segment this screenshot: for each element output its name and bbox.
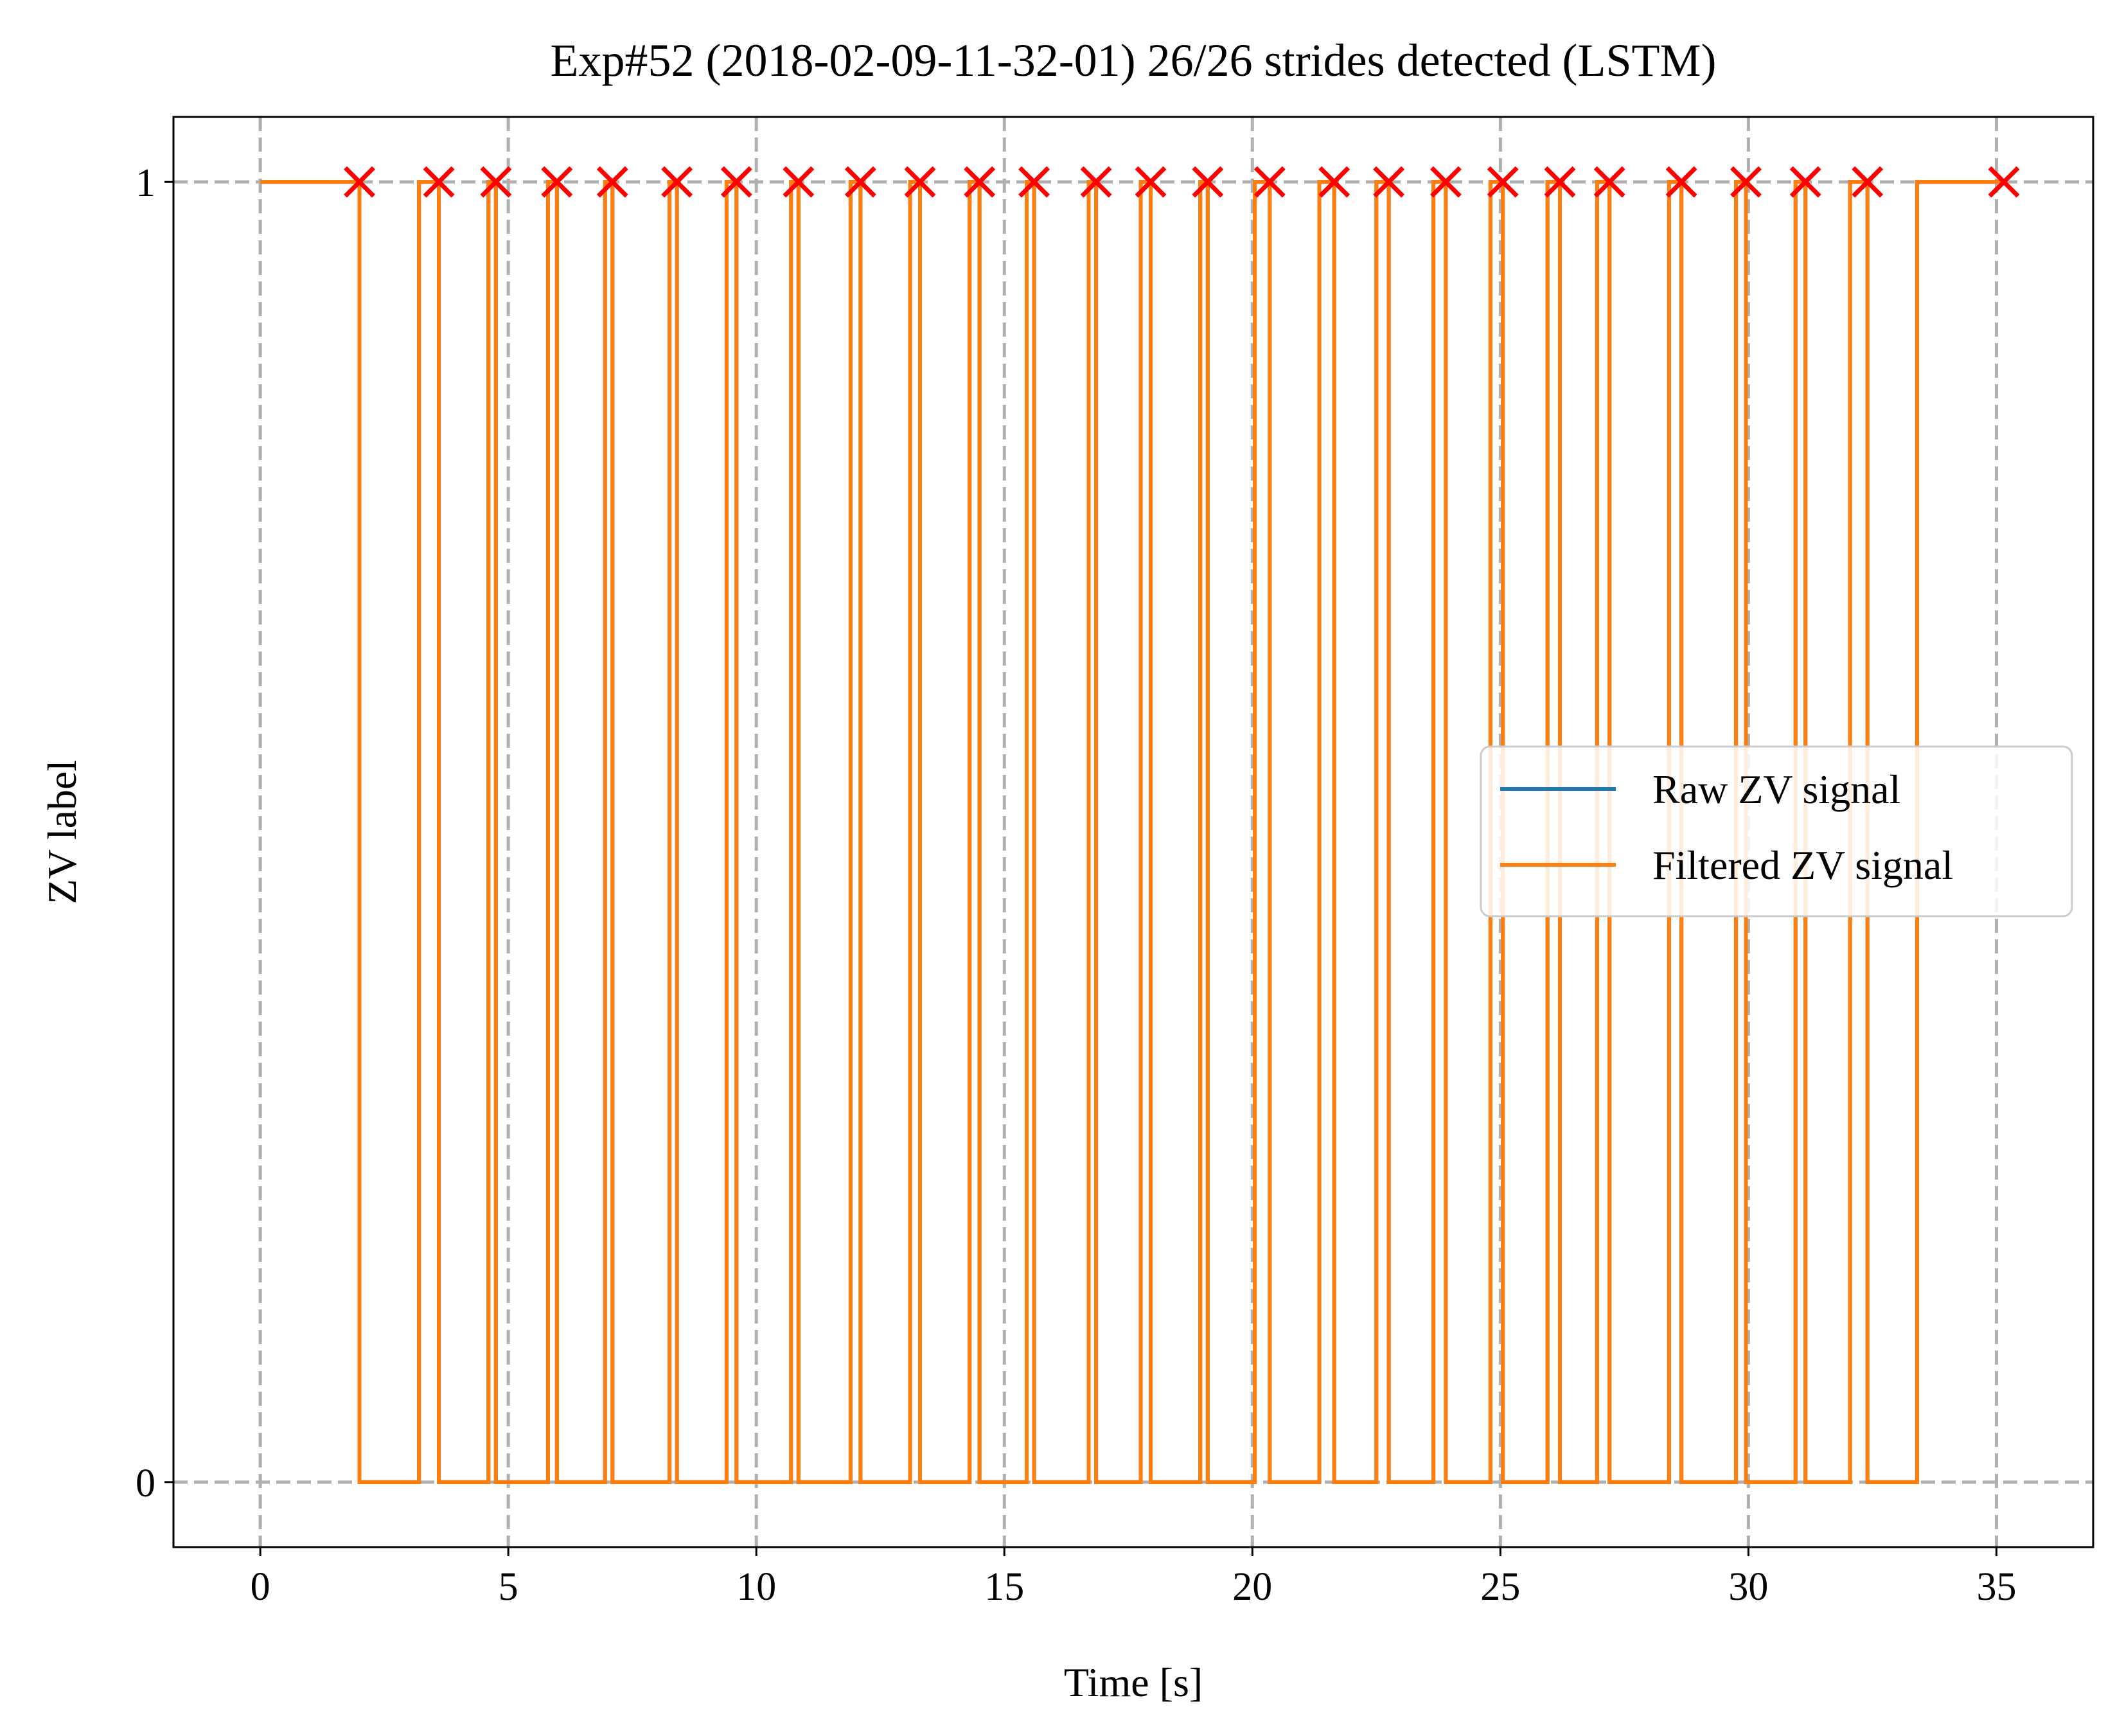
stride-marker (1730, 166, 1762, 198)
stride-marker (720, 166, 752, 198)
stride-marker (904, 166, 936, 198)
stride-marker (783, 166, 815, 198)
y-axis-ticks: 01 (136, 161, 173, 1505)
stride-marker (344, 166, 376, 198)
stride-marker (423, 166, 455, 198)
stride-marker (1988, 166, 2020, 198)
stride-marker (1318, 166, 1350, 198)
stride-marker (1665, 166, 1697, 198)
stride-marker (1192, 166, 1224, 198)
x-tick-label: 30 (1728, 1565, 1768, 1609)
stride-marker (1135, 166, 1167, 198)
stride-marker (480, 166, 512, 198)
stride-marker (1593, 166, 1625, 198)
stride-marker (661, 166, 693, 198)
stride-marker (964, 166, 996, 198)
legend: Raw ZV signal Filtered ZV signal (1480, 745, 2073, 917)
stride-marker (1789, 166, 1821, 198)
chart-title: Exp#52 (2018-02-09-11-32-01) 26/26 strid… (551, 35, 1717, 86)
x-tick-label: 10 (736, 1565, 776, 1609)
y-tick-label: 0 (136, 1462, 155, 1505)
stride-marker (1852, 166, 1884, 198)
x-tick-label: 15 (984, 1565, 1024, 1609)
stride-marker (1018, 166, 1050, 198)
stride-marker (1253, 166, 1286, 198)
x-tick-label: 35 (1976, 1565, 2016, 1609)
legend-box (1480, 745, 2073, 917)
stride-marker (541, 166, 573, 198)
stride-marker (844, 166, 876, 198)
stride-marker (1429, 166, 1462, 198)
legend-label-filtered: Filtered ZV signal (1652, 842, 1953, 888)
x-axis-label: Time [s] (1064, 1660, 1203, 1705)
y-axis-label: ZV label (39, 760, 85, 905)
stride-marker (596, 166, 628, 198)
x-tick-label: 5 (499, 1565, 518, 1609)
x-tick-label: 25 (1480, 1565, 1520, 1609)
stride-marker (1544, 166, 1576, 198)
legend-label-raw: Raw ZV signal (1652, 766, 1900, 812)
x-tick-label: 0 (251, 1565, 270, 1609)
stride-marker (1373, 166, 1405, 198)
x-tick-label: 20 (1232, 1565, 1272, 1609)
plot-frame (172, 116, 2094, 1548)
stride-marker (1080, 166, 1112, 198)
x-axis-ticks: 0 5 10 15 20 25 30 35 (251, 1547, 2016, 1609)
stride-markers (344, 166, 2020, 198)
stride-marker (1487, 166, 1519, 198)
y-tick-label: 1 (136, 161, 155, 205)
